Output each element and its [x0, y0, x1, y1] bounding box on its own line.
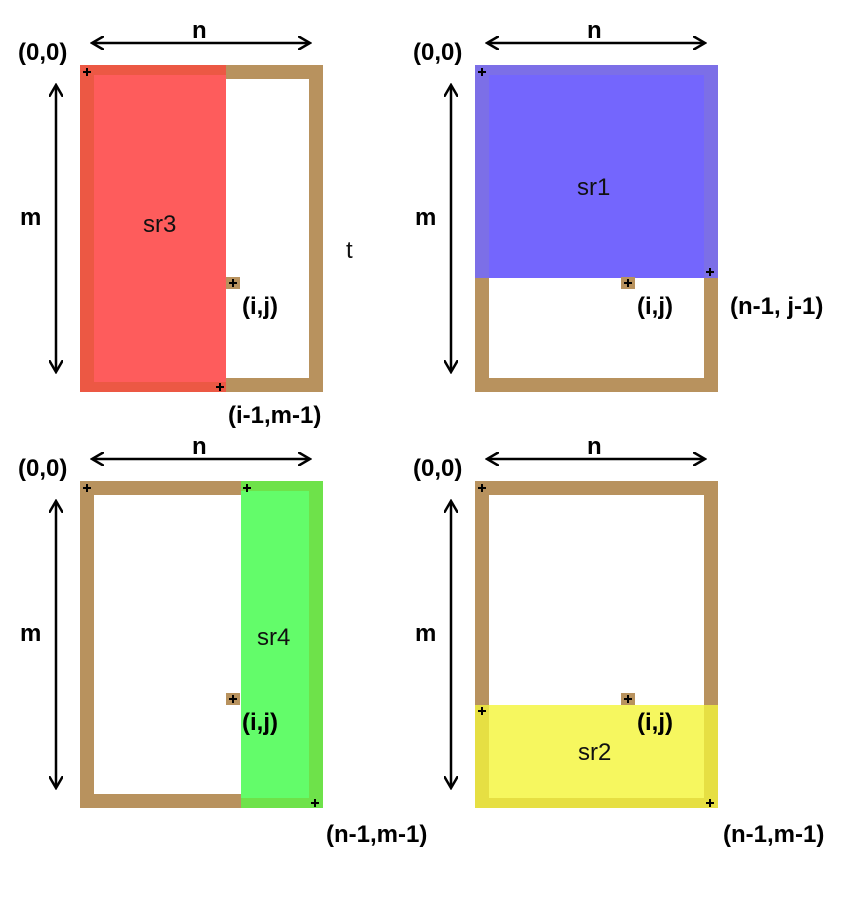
ij-marker	[624, 695, 632, 703]
ij-label: (i,j)	[637, 709, 673, 736]
sr1-inner	[489, 75, 704, 278]
corner-marker	[706, 799, 714, 807]
ij-marker	[624, 279, 632, 287]
top-marker	[243, 484, 251, 492]
corner-marker	[706, 268, 714, 276]
corner-label: (i-1,m-1)	[228, 402, 321, 429]
ij-marker	[229, 695, 237, 703]
panel-sr3: (0,0) n m sr3 t (i,j) (i-1,m-1)	[18, 17, 353, 429]
region-label: sr4	[257, 624, 290, 651]
sr3-region	[80, 65, 226, 392]
origin-label: (0,0)	[18, 455, 67, 482]
corner-marker	[216, 383, 224, 391]
width-label: n	[587, 433, 602, 460]
sr4-inner	[241, 491, 309, 798]
origin-marker	[83, 68, 91, 76]
panel-sr1: (0,0) n m sr1 (i,j) (n-1, j-1)	[413, 17, 823, 392]
ij-marker	[229, 279, 237, 287]
origin-marker	[478, 484, 486, 492]
region-label: sr1	[577, 174, 610, 201]
height-label: m	[20, 620, 41, 647]
width-label: n	[192, 433, 207, 460]
corner-label: (n-1,m-1)	[326, 821, 427, 848]
sr2-inner	[489, 705, 704, 798]
ij-label: (i,j)	[242, 709, 278, 736]
origin-label: (0,0)	[413, 455, 462, 482]
origin-marker	[478, 68, 486, 76]
sr3-edge-bottom	[94, 382, 226, 392]
panel-sr2: (0,0) n m sr2 (i,j) (n-1,m-1)	[413, 433, 824, 848]
left-marker	[478, 707, 486, 715]
height-label: m	[415, 204, 436, 231]
region-label: sr2	[578, 739, 611, 766]
corner-label: (n-1,m-1)	[723, 821, 824, 848]
ij-label: (i,j)	[637, 293, 673, 320]
sr3-edge-top	[94, 65, 226, 75]
extra-label: t	[346, 237, 353, 264]
ij-label: (i,j)	[242, 293, 278, 320]
corner-label: (n-1, j-1)	[730, 293, 823, 320]
corner-marker	[311, 799, 319, 807]
width-label: n	[192, 17, 207, 44]
height-label: m	[415, 620, 436, 647]
height-label: m	[20, 204, 41, 231]
origin-label: (0,0)	[18, 39, 67, 66]
width-label: n	[587, 17, 602, 44]
origin-label: (0,0)	[413, 39, 462, 66]
origin-marker	[83, 484, 91, 492]
sr3-edge	[80, 65, 94, 392]
region-label: sr3	[143, 211, 176, 238]
panel-sr4: (0,0) n m sr4 (i,j) (n-1,m-1)	[18, 433, 427, 848]
